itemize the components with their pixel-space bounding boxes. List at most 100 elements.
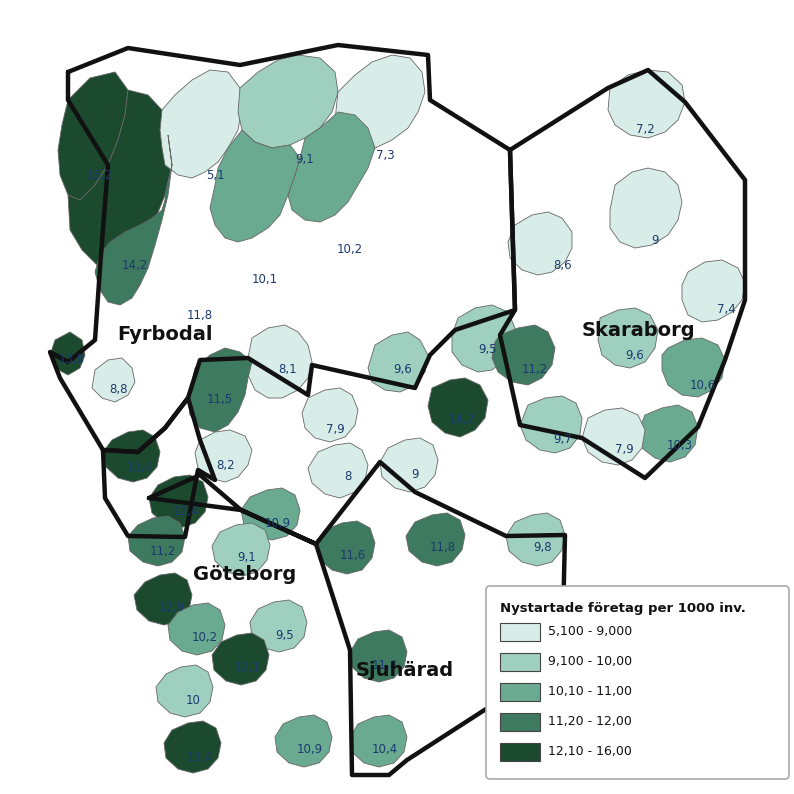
Text: 10,2: 10,2 — [337, 244, 363, 256]
Polygon shape — [168, 603, 225, 655]
Text: 12,9: 12,9 — [159, 602, 185, 615]
Polygon shape — [50, 332, 85, 375]
Text: 10,3: 10,3 — [667, 438, 693, 452]
Polygon shape — [149, 475, 208, 528]
Polygon shape — [302, 388, 358, 442]
Text: 10: 10 — [186, 693, 200, 707]
Text: 13,4: 13,4 — [127, 461, 153, 475]
Text: 12,10 - 16,00: 12,10 - 16,00 — [548, 746, 632, 758]
Polygon shape — [58, 72, 128, 200]
Text: 9,5: 9,5 — [276, 629, 295, 642]
Polygon shape — [160, 70, 242, 178]
Text: 11,2: 11,2 — [150, 545, 176, 557]
Polygon shape — [380, 438, 438, 492]
Polygon shape — [210, 130, 300, 242]
Text: 7,9: 7,9 — [326, 423, 345, 437]
Polygon shape — [368, 332, 428, 392]
Text: Fyrbodal: Fyrbodal — [118, 326, 213, 345]
Polygon shape — [308, 443, 368, 498]
Text: 9: 9 — [411, 468, 418, 481]
Polygon shape — [212, 523, 270, 576]
Polygon shape — [662, 338, 725, 397]
Polygon shape — [335, 55, 425, 148]
Text: 9: 9 — [651, 233, 659, 246]
Text: 14,2: 14,2 — [121, 259, 148, 272]
Polygon shape — [428, 378, 488, 437]
Polygon shape — [452, 305, 515, 372]
Text: 11,5: 11,5 — [207, 394, 233, 407]
Polygon shape — [682, 260, 745, 322]
Text: 10,6: 10,6 — [690, 379, 716, 391]
Text: 10,1: 10,1 — [252, 273, 278, 287]
FancyBboxPatch shape — [486, 586, 789, 779]
Text: 9,6: 9,6 — [626, 349, 645, 361]
Text: Skaraborg: Skaraborg — [581, 321, 695, 340]
Text: 7,3: 7,3 — [376, 148, 395, 161]
Text: 15,2: 15,2 — [87, 168, 113, 182]
Text: 9,1: 9,1 — [237, 552, 256, 565]
Bar — [500, 623, 540, 641]
Text: 5,100 - 9,000: 5,100 - 9,000 — [548, 626, 632, 638]
Polygon shape — [92, 358, 135, 402]
Polygon shape — [134, 573, 192, 625]
Text: 11,8: 11,8 — [187, 309, 213, 322]
Polygon shape — [241, 488, 300, 540]
Polygon shape — [248, 325, 312, 398]
Text: 10,4: 10,4 — [372, 743, 398, 757]
Bar — [500, 713, 540, 731]
Text: 11,8: 11,8 — [430, 542, 456, 554]
Polygon shape — [582, 408, 645, 465]
Text: 8,6: 8,6 — [553, 259, 572, 272]
Polygon shape — [406, 513, 465, 566]
Polygon shape — [68, 90, 172, 280]
Text: 9,8: 9,8 — [534, 542, 553, 554]
Text: 10,10 - 11,00: 10,10 - 11,00 — [548, 685, 632, 699]
Text: 14,2: 14,2 — [449, 414, 475, 426]
Text: 7,2: 7,2 — [636, 124, 654, 137]
Text: 12,4: 12,4 — [173, 506, 199, 518]
Text: 13,8: 13,8 — [59, 353, 85, 367]
Text: 10,9: 10,9 — [297, 743, 323, 757]
Text: 11,20 - 12,00: 11,20 - 12,00 — [548, 715, 632, 729]
Polygon shape — [275, 715, 332, 767]
Text: 9,7: 9,7 — [530, 652, 549, 665]
Polygon shape — [350, 630, 407, 682]
Polygon shape — [506, 513, 565, 566]
Polygon shape — [164, 721, 221, 773]
Text: 8,8: 8,8 — [109, 384, 127, 396]
Polygon shape — [238, 55, 338, 148]
Polygon shape — [492, 325, 555, 385]
Text: Sjuhärad: Sjuhärad — [356, 661, 454, 680]
Text: 8: 8 — [345, 471, 352, 484]
Text: 11,6: 11,6 — [340, 549, 366, 562]
Text: 13,4: 13,4 — [187, 751, 213, 765]
Text: 7,4: 7,4 — [717, 303, 735, 317]
Text: 8,2: 8,2 — [217, 458, 235, 472]
Bar — [500, 653, 540, 671]
Bar — [500, 683, 540, 701]
Text: 9,7: 9,7 — [553, 434, 572, 446]
Text: 9,6: 9,6 — [394, 364, 412, 376]
Polygon shape — [212, 633, 269, 685]
Text: 12,1: 12,1 — [235, 661, 261, 674]
Text: 11,4: 11,4 — [372, 658, 398, 672]
Polygon shape — [103, 430, 160, 482]
Text: 10,2: 10,2 — [192, 631, 218, 645]
Polygon shape — [188, 348, 252, 432]
Polygon shape — [128, 516, 185, 566]
Polygon shape — [610, 168, 682, 248]
Text: 9,100 - 10,00: 9,100 - 10,00 — [548, 656, 632, 669]
Text: Nystartade företag per 1000 inv.: Nystartade företag per 1000 inv. — [500, 602, 746, 615]
Polygon shape — [316, 521, 375, 574]
Bar — [500, 743, 540, 761]
Polygon shape — [505, 623, 562, 675]
Polygon shape — [250, 600, 307, 652]
Text: 7,9: 7,9 — [615, 444, 634, 457]
Text: Göteborg: Göteborg — [194, 565, 297, 584]
Polygon shape — [156, 665, 213, 717]
Polygon shape — [520, 396, 582, 453]
Text: 11,2: 11,2 — [522, 364, 548, 376]
Polygon shape — [350, 715, 407, 767]
Text: 5,1: 5,1 — [206, 168, 225, 182]
Polygon shape — [598, 308, 658, 368]
